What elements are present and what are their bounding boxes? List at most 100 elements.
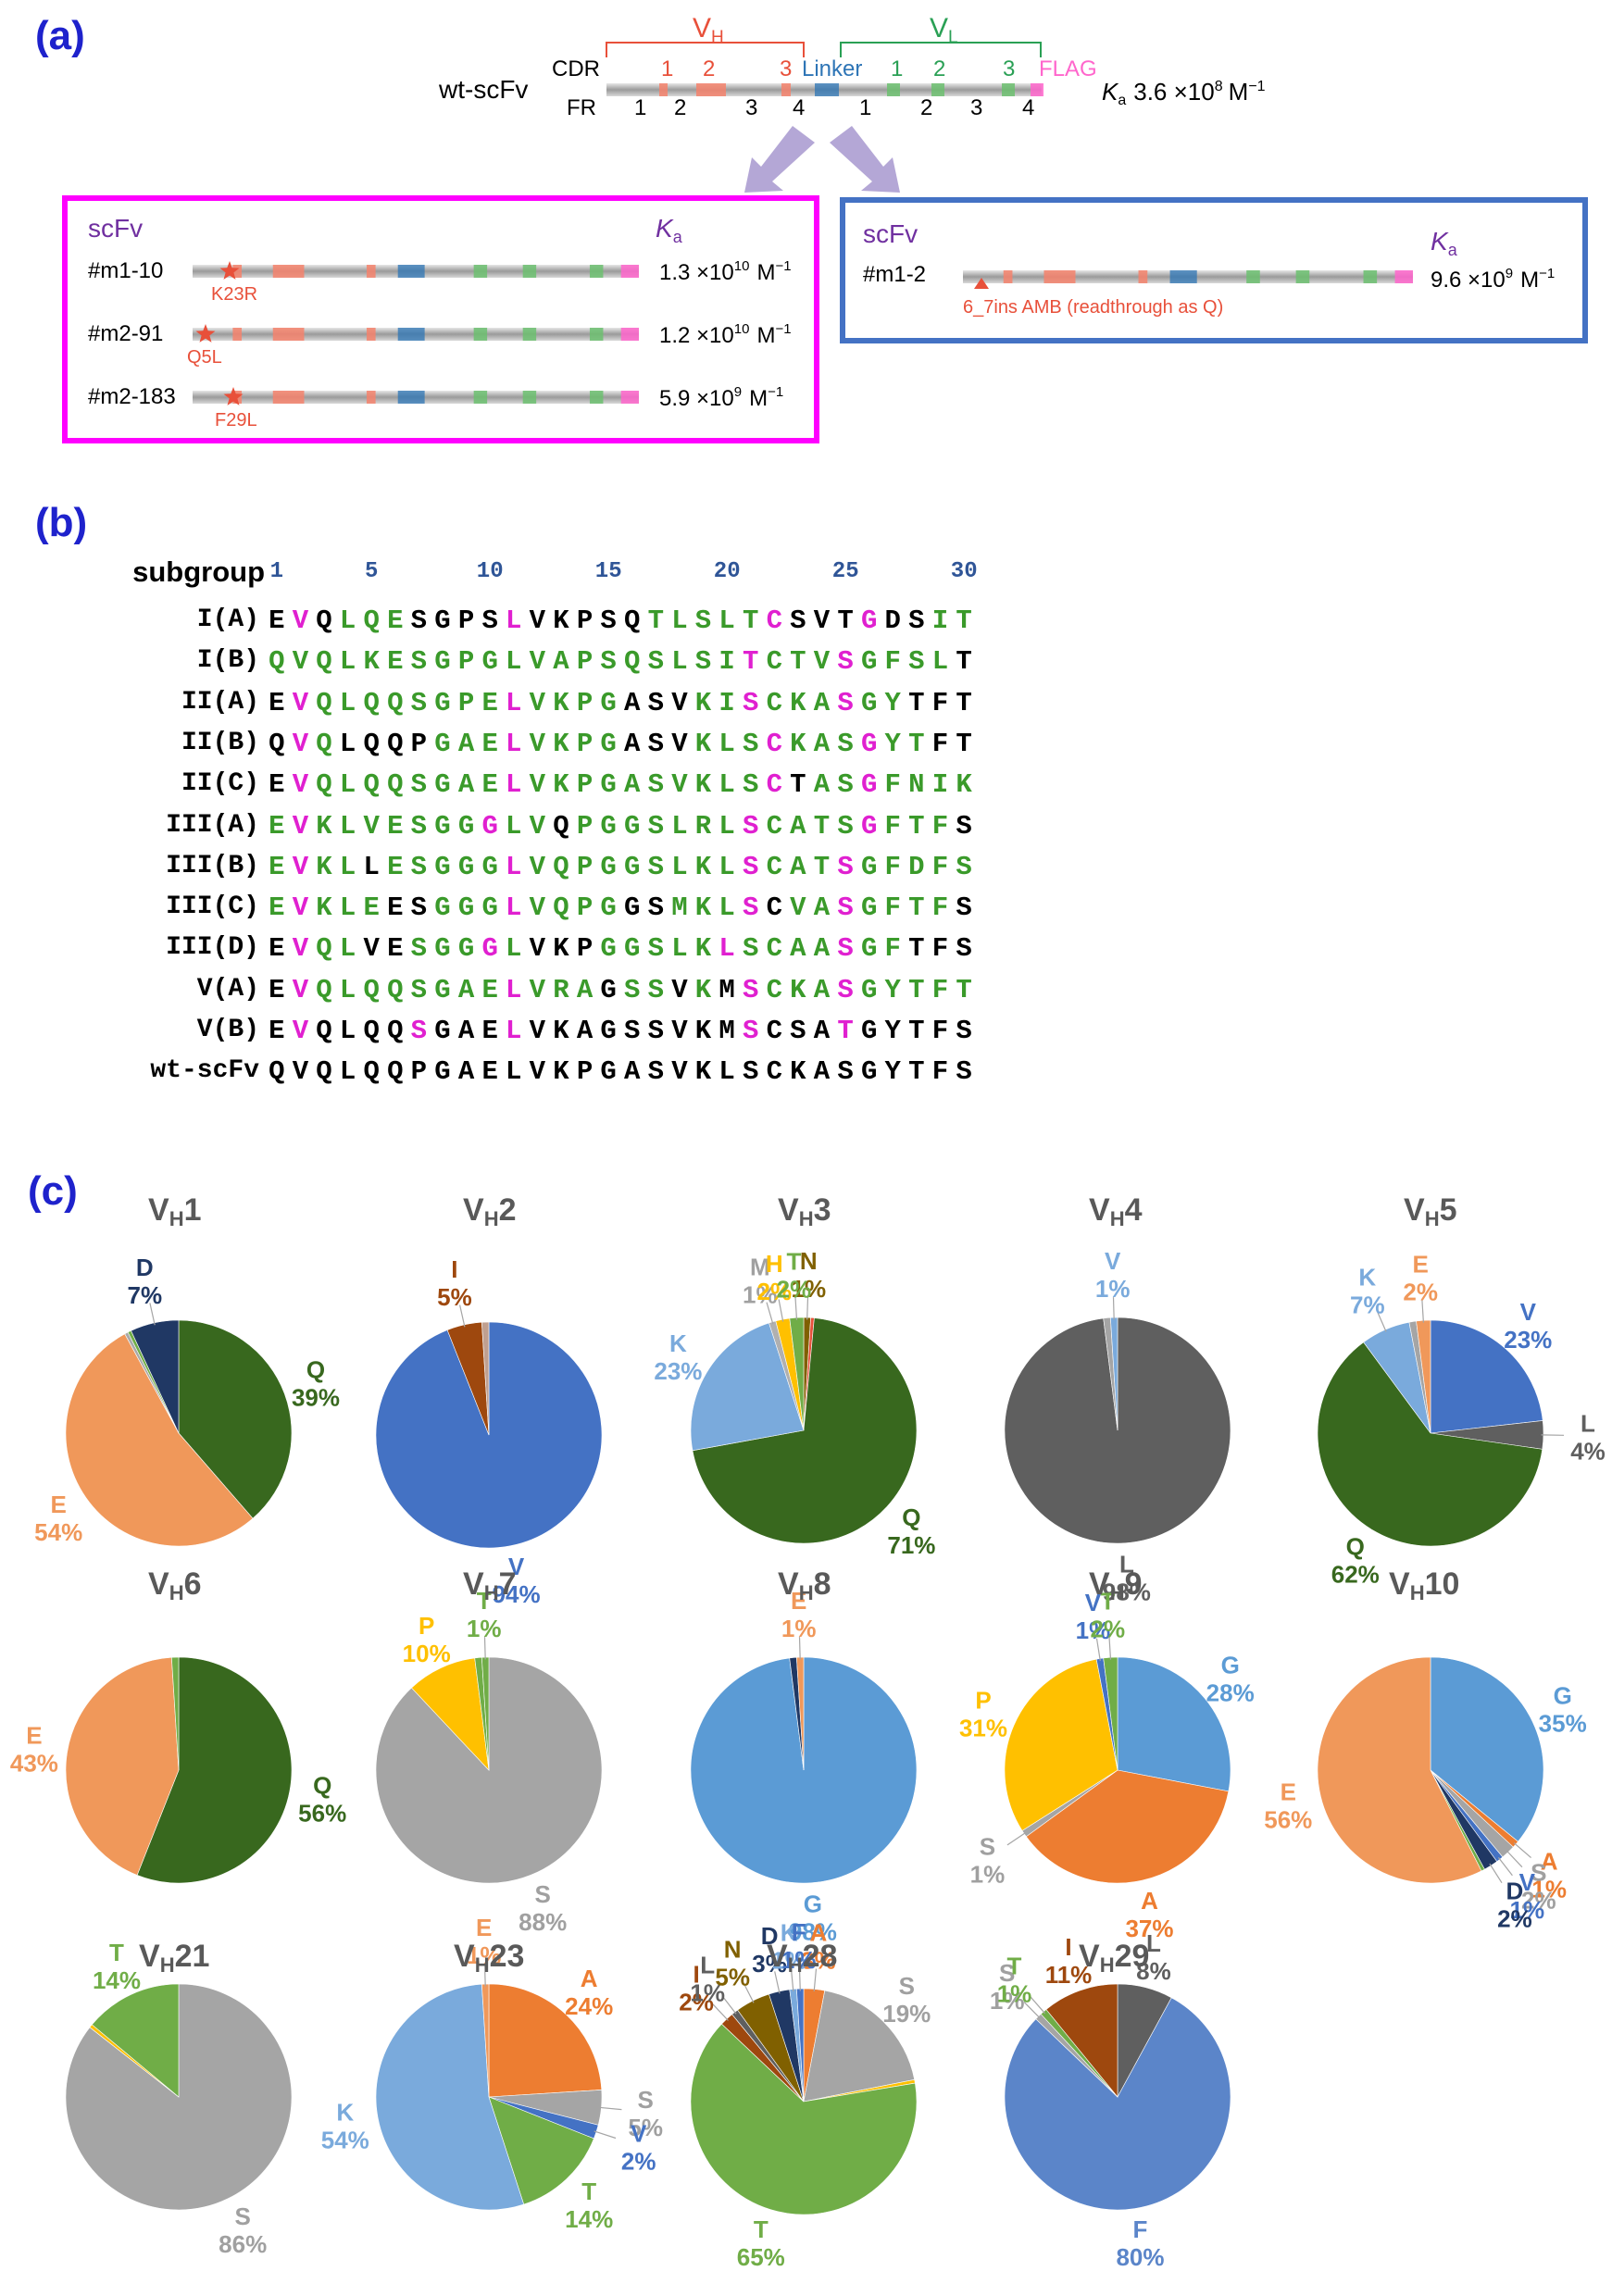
pie-title: VH6 [148, 1566, 202, 1604]
slice-percent: 43% [10, 1749, 58, 1777]
slice-percent: 5% [628, 2114, 663, 2141]
slice-label: D [1506, 1878, 1524, 1905]
slice-percent: 37% [1125, 1915, 1173, 1942]
pie-slice [1317, 1341, 1543, 1547]
alignment-row: V(B) E V Q L Q Q S G A E L V K A G S S V K M S C S A T G Y T F S [93, 1016, 1018, 1056]
subgroup-name: II(A) [181, 687, 259, 717]
slice-label: Q [1346, 1533, 1365, 1561]
subgroup-name: III(D) [166, 933, 259, 963]
pie-charts: Q39%E54%D7%V94%I5%N1%Q71%K23%M1%H2%T2%L9… [10, 1247, 1606, 2271]
vl-cdr-1: 1 [891, 56, 903, 81]
arrow-right [830, 126, 900, 193]
left-box-header: scFv [88, 214, 143, 243]
slice-percent: 23% [1504, 1326, 1552, 1354]
vh-cdr-2: 2 [703, 56, 715, 81]
leader-line [798, 1968, 801, 1991]
alignment-row: II(B) Q V Q L Q Q P G A E L V K P G A S V K L S C K A S G Y T F T [93, 729, 1018, 769]
pie-title: VH3 [778, 1192, 831, 1230]
slice-percent: 88% [519, 1908, 567, 1936]
wt-ka: Ka 3.6 ×108 M−1 [1102, 78, 1266, 108]
slice-label: K [336, 2099, 354, 2127]
slice-label: F [792, 1918, 806, 1946]
vl-cdr-2: 2 [933, 56, 945, 81]
slice-label: K [1358, 1263, 1376, 1291]
pie-title: VH10 [1389, 1566, 1460, 1604]
mutant-row: #m2-183 F29L 5.9 ×109 M−1 [88, 384, 783, 430]
leader-line [1506, 1850, 1523, 1868]
slice-percent: 1% [1095, 1275, 1131, 1303]
slice-label: H [766, 1250, 783, 1278]
alignment-row: I(A) E V Q L Q E S G P S L V K P S Q T L S L T C S V T G D S I T [93, 605, 1018, 646]
panel-b-alignment: subgroup 1 5 10 15 20 25 30 I(A) E V Q L Q E S G P S L V K P… [93, 555, 1018, 1120]
pie-title: VH29 [1079, 1939, 1150, 1977]
slice-label: E [791, 1587, 806, 1615]
slice-percent: 19% [882, 2000, 931, 2028]
vh-label: VH [693, 13, 724, 47]
vl-fr-3: 3 [970, 95, 982, 120]
slice-label: P [419, 1612, 434, 1640]
slice-label: S [638, 2086, 654, 2114]
slice-percent: 2% [1497, 1905, 1532, 1933]
slice-label: K [781, 1919, 798, 1947]
alignment-row: II(C) E V Q L Q Q S G A E L V K P G A S V K L S C T A S G F N I K [93, 769, 1018, 810]
pie-slice [803, 1990, 916, 2103]
leader-line [1421, 1300, 1424, 1323]
pie-chart: V23% L4% Q62% K7% E2% [1317, 1250, 1606, 1589]
pie-title: VH4 [1089, 1192, 1143, 1230]
vh-fr-1: 1 [634, 95, 646, 120]
pie-slice [1004, 1658, 1118, 1831]
slice-percent: 2% [1521, 1887, 1556, 1915]
position-number: 1 [269, 559, 283, 584]
mutation-star-icon [223, 387, 244, 406]
slice-percent: 8% [1136, 1957, 1171, 1985]
cdr-row-label: CDR [552, 56, 600, 81]
pie-slice [171, 1656, 180, 1771]
slice-label: E [476, 1914, 492, 1941]
slice-percent: 1% [970, 1861, 1006, 1889]
leader-line [1489, 1863, 1503, 1884]
slice-percent: 1% [467, 1615, 502, 1642]
slice-label: V [1085, 1589, 1102, 1616]
slice-label: T [581, 2177, 596, 2205]
slice-percent: 1% [997, 1980, 1032, 2008]
wt-scfv-bar [606, 83, 1043, 96]
slice-percent: 71% [887, 1531, 935, 1559]
mutant-name: #m1-10 [88, 258, 163, 283]
slice-percent: 1% [781, 1946, 817, 1974]
slice-percent: 23% [654, 1357, 702, 1385]
slice-label: N [724, 1935, 742, 1963]
leader-line [149, 1303, 156, 1326]
slice-label: E [1281, 1778, 1296, 1806]
mutant-row: #m1-2 6_7ins AMB (readthrough as Q) 9.6 ×1… [863, 262, 1555, 318]
slice-percent: 54% [321, 2127, 369, 2154]
pie-title: VH28 [767, 1939, 838, 1977]
slice-percent: 2% [1091, 1615, 1126, 1642]
subgroup-name: II(C) [181, 769, 259, 799]
slice-percent: 94% [493, 1580, 541, 1608]
slice-label: G [1554, 1681, 1572, 1709]
vh-cdr-3: 3 [780, 56, 792, 81]
slice-percent: 1% [792, 1275, 827, 1303]
leader-line [806, 1297, 809, 1320]
mutant-row: #m2-91 Q5L 1.2 ×1010 M−1 [88, 321, 792, 368]
pie-slice [178, 1319, 293, 1519]
pie-chart: Q56% E43% [10, 1656, 346, 1884]
pie-slice [1045, 1983, 1118, 2098]
pie-chart: A3%S19%T65%I2%L1%N5%D3%K1%F1% [679, 1918, 931, 2271]
pie-title: VH2 [463, 1192, 517, 1230]
vh-fr-3: 3 [745, 95, 757, 120]
slice-percent: 98% [1103, 1578, 1151, 1606]
pie-chart: N1%Q71%K23%M1%H2%T2% [654, 1247, 935, 1559]
pie-slice [1430, 1319, 1543, 1434]
slice-percent: 2% [757, 1278, 793, 1305]
slice-label: I [1065, 1933, 1071, 1961]
slice-percent: 3% [752, 1950, 787, 1978]
pie-title: VH1 [148, 1192, 202, 1230]
slice-percent: 1% [1531, 1876, 1567, 1903]
position-number: 20 [713, 559, 741, 584]
pie-slice [65, 1656, 180, 1876]
slice-label: G [1221, 1651, 1240, 1678]
